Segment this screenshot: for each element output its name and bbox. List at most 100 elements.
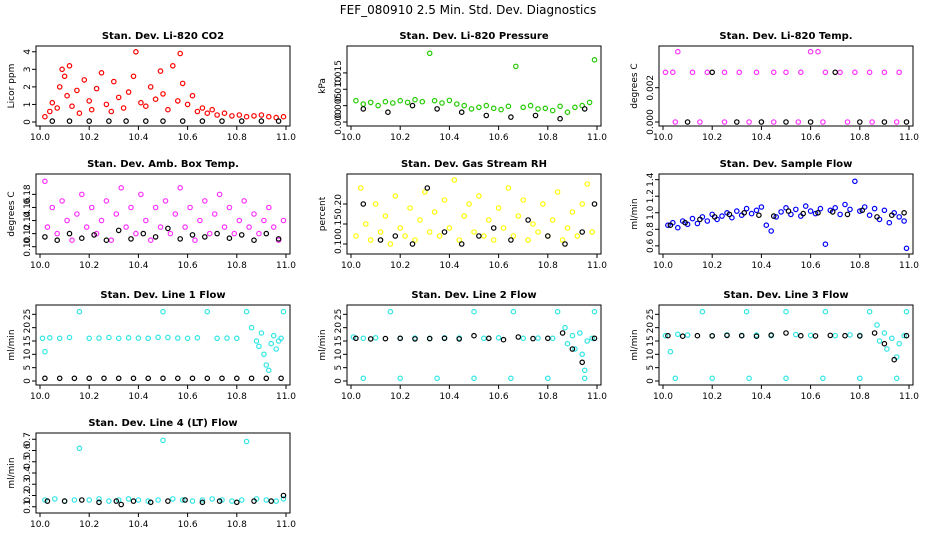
y-tick-label: 4 — [23, 49, 33, 55]
x-tick-label: 10.4 — [128, 392, 148, 402]
y-tick-label: 10 — [23, 348, 33, 360]
data-point — [115, 227, 122, 234]
data-point — [856, 333, 863, 339]
data-point — [822, 241, 829, 248]
data-point — [42, 348, 48, 355]
data-point — [175, 98, 181, 104]
data-point — [88, 204, 95, 211]
data-point — [866, 69, 873, 76]
data-point — [559, 330, 566, 336]
data-point — [674, 224, 681, 231]
y-tick-label: 15 — [334, 335, 344, 346]
y-tick-label: 5 — [23, 365, 33, 371]
data-point — [891, 356, 898, 363]
data-point — [510, 308, 517, 315]
data-point — [143, 217, 149, 224]
data-point — [165, 106, 171, 113]
y-tick-label: 2 — [23, 84, 33, 90]
x-tick-label: 11.0 — [587, 133, 607, 143]
data-point — [441, 197, 448, 203]
data-point — [135, 335, 142, 341]
data-point — [856, 119, 863, 125]
data-point — [236, 217, 243, 224]
data-point — [353, 335, 359, 342]
data-point — [586, 99, 593, 106]
data-point — [589, 229, 595, 235]
data-point — [103, 237, 110, 244]
x-tick-label: 10.4 — [128, 520, 148, 530]
data-point — [719, 213, 725, 219]
data-point — [98, 70, 105, 76]
data-point — [397, 375, 404, 382]
data-point — [367, 99, 374, 106]
data-point — [115, 335, 122, 342]
data-point — [746, 375, 752, 382]
data-point — [108, 108, 115, 115]
data-point — [143, 103, 149, 110]
data-point — [234, 335, 240, 342]
data-point — [903, 308, 910, 315]
data-point — [248, 324, 255, 331]
data-point — [125, 496, 132, 502]
data-point — [46, 334, 53, 341]
data-point — [434, 106, 440, 112]
data-point — [251, 498, 257, 504]
data-point — [263, 375, 270, 382]
data-point — [209, 496, 216, 502]
data-point — [508, 375, 514, 382]
data-point — [763, 222, 770, 229]
data-point — [500, 225, 507, 231]
data-point — [667, 348, 674, 355]
data-point — [367, 237, 374, 243]
data-point — [61, 73, 68, 80]
x-tick-label: 10.6 — [178, 261, 198, 271]
data-point — [888, 335, 895, 342]
series-red — [42, 48, 287, 121]
x-tick-label: 10.6 — [178, 392, 198, 402]
data-point — [753, 333, 760, 340]
x-tick-label: 10.0 — [30, 261, 50, 271]
series-black — [353, 330, 598, 366]
data-point — [42, 375, 48, 382]
data-point — [397, 97, 404, 104]
data-point — [665, 222, 671, 229]
data-point — [778, 209, 784, 215]
y-tick-label: 0.18 — [23, 184, 33, 204]
y-tick-label: 0.1 — [23, 500, 33, 514]
x-tick-label: 10.8 — [227, 133, 247, 143]
data-point — [66, 334, 73, 341]
data-point — [554, 189, 561, 195]
data-point — [125, 89, 132, 95]
data-point — [770, 69, 777, 76]
data-point — [209, 106, 216, 113]
data-point — [44, 224, 51, 230]
y-tick-label: 0 — [334, 378, 344, 384]
data-point — [152, 204, 159, 211]
data-point — [76, 110, 83, 117]
y-tick-label: 0.2 — [23, 488, 33, 502]
y-tick-label: 0.10 — [23, 236, 33, 256]
chart-title: Stan. Dev. Line 2 Flow — [411, 290, 536, 301]
x-tick-label: 10.0 — [30, 520, 50, 530]
data-point — [199, 105, 206, 111]
chart-panel-6: Stan. Dev. Sample Flow 10.0 10.2 10.4 10.6 10… — [630, 159, 919, 271]
data-point — [770, 119, 777, 125]
data-point — [157, 224, 164, 230]
data-point — [409, 102, 416, 109]
y-tick-label: 0.8 — [646, 222, 656, 237]
data-point — [402, 233, 408, 239]
data-point — [458, 241, 465, 247]
data-point — [837, 211, 843, 218]
data-point — [549, 107, 556, 114]
data-point — [674, 331, 681, 338]
data-point — [113, 498, 120, 504]
y-tick-label: 1.4 — [646, 172, 656, 187]
data-point — [574, 233, 581, 239]
data-point — [856, 375, 863, 382]
data-point — [42, 113, 48, 120]
data-point — [498, 106, 504, 113]
data-point — [881, 119, 888, 125]
data-point — [88, 106, 95, 113]
data-point — [111, 78, 117, 85]
x-tick-label: 10.4 — [439, 392, 459, 402]
